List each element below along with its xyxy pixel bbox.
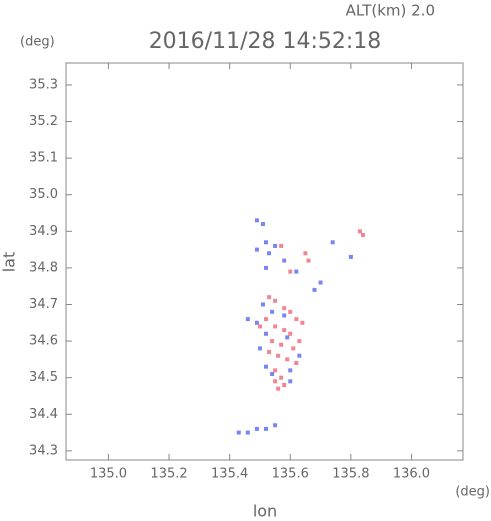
echo-point [273,324,278,329]
echo-point [254,320,259,325]
echo-point [264,317,269,322]
y-tick-label: 34.3 [29,443,58,458]
y-tick-label: 34.8 [29,260,58,275]
echo-point [360,232,365,237]
echo-point [257,324,262,329]
echo-point [306,258,311,263]
echo-point [270,309,275,314]
echo-point [257,346,262,351]
echo-point [288,269,293,274]
echo-point [282,328,287,333]
echo-point [279,342,284,347]
echo-point [279,375,284,380]
echo-point [267,350,272,355]
echo-point [267,251,272,256]
echo-point [288,368,293,373]
echo-point [285,335,290,340]
y-tick-label: 35.1 [29,151,58,166]
x-tick-label: 135.6 [272,467,309,482]
x-tick-label: 135.8 [332,467,369,482]
echo-point [285,357,290,362]
x-axis-label: lon [253,502,277,521]
y-tick-label: 34.6 [29,334,58,349]
echo-point [236,430,241,435]
echo-point [264,331,269,336]
echo-point [303,251,308,256]
echo-point [297,353,302,358]
echo-point [276,386,281,391]
y-tick-label: 34.9 [29,224,58,239]
x-tick-label: 135.4 [211,467,248,482]
echo-point [288,331,293,336]
echo-point [264,240,269,245]
echo-point [330,240,335,245]
echo-point [276,353,281,358]
echo-point [294,269,299,274]
echo-point [279,243,284,248]
echo-point [282,313,287,318]
echo-point [264,426,269,431]
echo-point [282,306,287,311]
echo-point [297,339,302,344]
echo-point [273,368,278,373]
echo-point [357,229,362,234]
echo-point [264,265,269,270]
echo-point [245,430,250,435]
echo-point [254,426,259,431]
echo-point [318,280,323,285]
x-tick-label: 135.0 [90,467,127,482]
y-tick-label: 34.7 [29,297,58,312]
y-tick-label: 34.4 [29,407,58,422]
chart-title: 2016/11/28 14:52:18 [149,29,382,54]
echo-point [254,247,259,252]
echo-point [273,298,278,303]
echo-point [282,382,287,387]
y-tick-label: 34.5 [29,370,58,385]
echo-point [294,317,299,322]
echo-point [300,320,305,325]
echo-point [267,295,272,300]
echo-point [260,302,265,307]
plot-frame [65,62,464,461]
echo-point [270,372,275,377]
echo-point [273,243,278,248]
echo-point [260,221,265,226]
echo-point [288,309,293,314]
echo-point [288,379,293,384]
echo-point [245,317,250,322]
echo-point [312,287,317,292]
y-axis-label: lat [0,252,19,273]
y-tick-label: 35.3 [29,77,58,92]
echo-point [273,423,278,428]
echo-point [282,258,287,263]
echo-point [273,379,278,384]
echo-point [254,218,259,223]
echo-point [294,361,299,366]
y-tick-label: 35.0 [29,187,58,202]
x-tick-label: 136.0 [393,467,430,482]
echo-point [270,339,275,344]
echo-point [348,254,353,259]
altitude: ALT(km) 2.0 [346,2,435,20]
x-tick-label: 135.2 [150,467,187,482]
y-tick-label: 35.2 [29,114,58,129]
echo-point [291,346,296,351]
echo-point [264,364,269,369]
y-unit: (deg) [20,35,55,50]
x-unit: (deg) [455,485,490,500]
